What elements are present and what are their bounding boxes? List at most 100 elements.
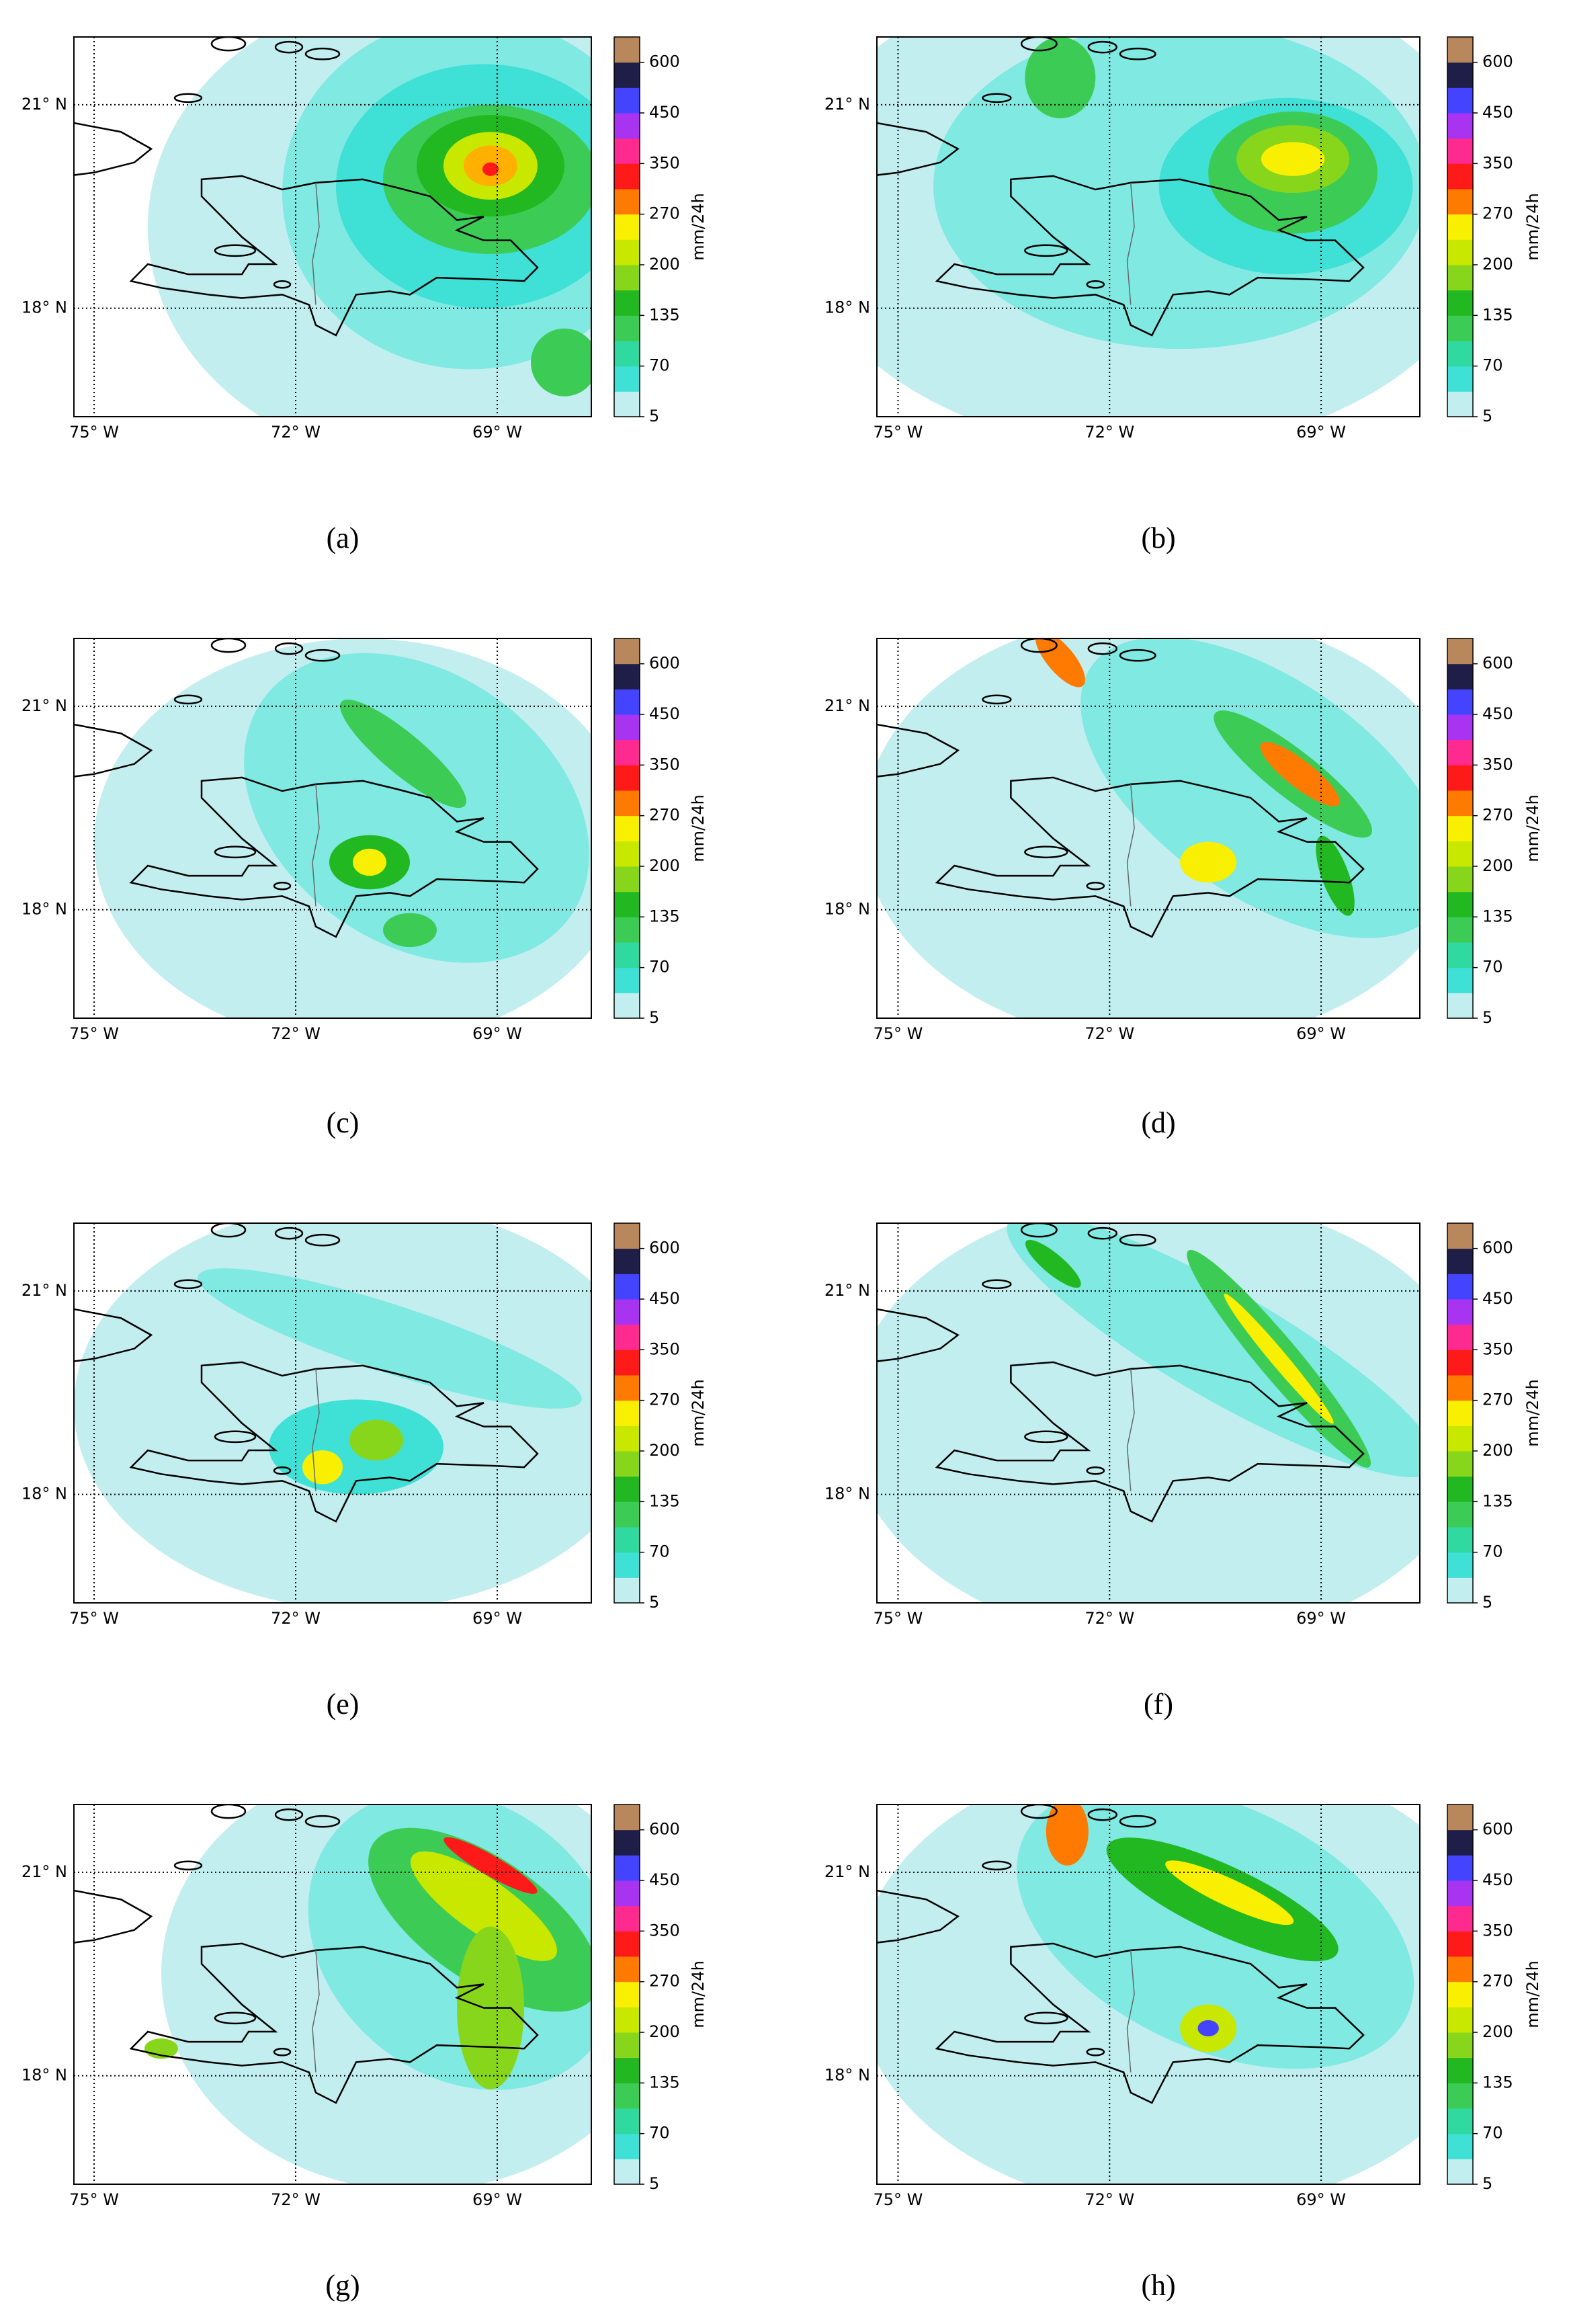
colorbar-tick-label: 270 xyxy=(649,204,680,223)
colorbar-tick-label: 600 xyxy=(649,52,680,71)
colorbar-band xyxy=(1447,1855,1473,1881)
island xyxy=(1086,881,1105,890)
colorbar-band xyxy=(614,62,640,88)
colorbar-band xyxy=(614,663,640,690)
colorbar-tick-label: 200 xyxy=(649,255,680,274)
rain-contour xyxy=(1035,638,1085,688)
island xyxy=(982,93,1012,103)
coastline xyxy=(74,723,153,778)
panel-caption: (e) xyxy=(327,1688,359,1720)
colorbar-band xyxy=(614,917,640,943)
colorbar-band xyxy=(1447,1905,1473,1932)
border xyxy=(1126,784,1135,907)
colorbar-band xyxy=(614,391,640,417)
colorbar-band xyxy=(614,37,640,63)
y-tick-label: 21° N xyxy=(22,696,67,715)
colorbar-tick-label: 200 xyxy=(1482,1441,1513,1460)
map-frame xyxy=(73,638,592,1019)
colorbar-band xyxy=(614,1476,640,1502)
island xyxy=(1020,37,1058,52)
colorbar-frame xyxy=(1447,36,1474,417)
island xyxy=(173,93,203,103)
island xyxy=(273,1466,292,1475)
coastline xyxy=(877,723,960,778)
rain-field xyxy=(74,1223,591,1603)
map-frame xyxy=(73,1222,592,1604)
rain-contour xyxy=(531,328,591,397)
colorbar-tick-label: 450 xyxy=(649,704,680,723)
island xyxy=(1087,1227,1118,1240)
map-panel: 75° W 72° W 69° W 18° N 21° N 5 70 135 200 270 350… xyxy=(22,1804,708,2302)
colorbar-band xyxy=(614,1501,640,1528)
colorbar-band xyxy=(614,1350,640,1376)
colorbar-frame xyxy=(1447,1804,1474,2185)
colorbar-band xyxy=(614,2133,640,2159)
colorbar-tick-label: 5 xyxy=(1482,407,1492,425)
island xyxy=(210,37,247,52)
rain-contour xyxy=(244,653,589,963)
colorbar-band xyxy=(1447,1375,1473,1401)
colorbar-label: mm/24h xyxy=(1523,1379,1542,1447)
colorbar-band xyxy=(1447,917,1473,943)
map-frame xyxy=(876,1804,1420,2185)
colorbar-band xyxy=(614,1829,640,1856)
colorbar-tick-label: 135 xyxy=(649,1491,680,1510)
rain-contour xyxy=(349,1419,403,1461)
colorbar-band xyxy=(614,1931,640,1957)
rain-contour xyxy=(443,1837,538,1894)
colorbar-tick-label: 270 xyxy=(1482,1972,1513,1991)
colorbar-tick-label: 270 xyxy=(649,1391,680,1409)
colorbar-band xyxy=(1447,993,1473,1019)
island xyxy=(273,2047,292,2057)
island xyxy=(982,694,1012,705)
colorbar-band xyxy=(1447,967,1473,993)
colorbar-band xyxy=(1447,1501,1473,1528)
island xyxy=(1087,40,1118,54)
colorbar-tick-label: 270 xyxy=(1482,204,1513,223)
island xyxy=(273,881,292,890)
colorbar-tick-label: 450 xyxy=(649,103,680,122)
colorbar-band xyxy=(614,1552,640,1578)
colorbar-band xyxy=(1447,1552,1473,1578)
island xyxy=(214,1430,257,1444)
y-tick-label: 18° N xyxy=(824,2066,870,2085)
x-tick-label: 69° W xyxy=(1296,1024,1346,1043)
island xyxy=(1024,1430,1068,1444)
colorbar-band xyxy=(1447,1804,1473,1831)
colorbar-tick-label: 450 xyxy=(1482,704,1513,723)
colorbar-tick-label: 350 xyxy=(1482,153,1513,172)
island xyxy=(173,1279,203,1290)
colorbar-band xyxy=(614,2057,640,2083)
colorbar-band xyxy=(614,214,640,240)
x-tick-label: 75° W xyxy=(69,2190,119,2209)
colorbar-band xyxy=(1447,366,1473,392)
map-frame xyxy=(73,36,592,417)
colorbar-band xyxy=(614,239,640,265)
colorbar-band xyxy=(1447,1981,1473,2007)
colorbar-band xyxy=(1447,1223,1473,1249)
rain-contour xyxy=(1197,2020,1219,2037)
island xyxy=(173,694,203,705)
colorbar-band xyxy=(1447,2032,1473,2059)
coastline xyxy=(877,122,960,176)
colorbar-band xyxy=(1447,790,1473,817)
island xyxy=(210,1804,247,1819)
colorbar-band xyxy=(1447,765,1473,791)
colorbar-tick-label: 600 xyxy=(649,1820,680,1839)
colorbar-band xyxy=(1447,2007,1473,2033)
colorbar-frame xyxy=(613,36,640,417)
colorbar-band xyxy=(1447,2133,1473,2159)
colorbar-band xyxy=(614,2159,640,2185)
border xyxy=(312,1368,320,1491)
colorbar-band xyxy=(1447,62,1473,88)
coastline xyxy=(935,1361,1365,1523)
island xyxy=(274,642,304,655)
colorbar-tick-label: 70 xyxy=(1482,2124,1503,2143)
colorbar-tick-label: 350 xyxy=(1482,1921,1513,1940)
colorbar-band xyxy=(614,689,640,715)
colorbar-band xyxy=(1447,1400,1473,1426)
border xyxy=(312,1950,320,2073)
colorbar-tick-label: 350 xyxy=(649,1921,680,1940)
colorbar-band xyxy=(614,2032,640,2059)
